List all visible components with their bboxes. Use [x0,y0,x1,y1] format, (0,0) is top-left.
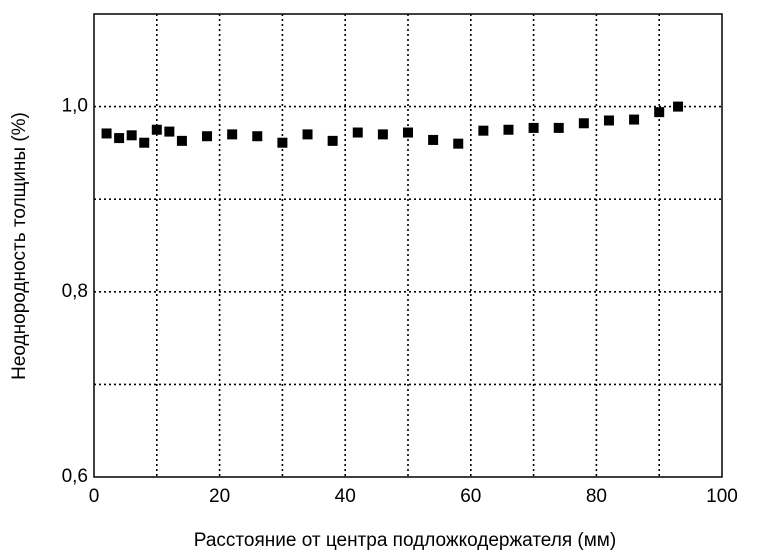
point [114,133,125,144]
point [176,135,187,146]
x-tick-label: 100 [706,486,738,507]
y-tick-label: 0,6 [62,466,88,487]
point [252,131,263,142]
point [227,129,238,140]
x-tick-label: 40 [335,486,356,507]
y-axis-label: Неоднородность толщины (%) [9,112,30,380]
y-tick-label: 0,8 [62,281,88,302]
point [528,122,539,133]
point [603,115,614,126]
point [202,131,213,142]
y-tick-label: 1,0 [62,96,88,117]
point [164,126,175,137]
point [302,129,313,140]
x-tick-label: 80 [586,486,607,507]
point [352,127,363,138]
x-tick-label: 60 [460,486,481,507]
point [327,135,338,146]
point [629,114,640,125]
point [428,134,439,145]
x-tick-label: 20 [209,486,230,507]
point [553,122,564,133]
point [673,101,684,112]
point [126,130,137,141]
x-tick-label: 0 [89,486,100,507]
x-axis-label: Расстояние от центра подложкодержателя (… [194,530,616,551]
point [654,107,665,118]
point [453,138,464,149]
point [403,127,413,138]
point [578,118,589,129]
point [478,125,489,136]
point [101,128,112,139]
point [503,124,514,135]
point [139,137,150,148]
point [377,129,388,140]
point [277,137,288,148]
point [151,124,162,135]
